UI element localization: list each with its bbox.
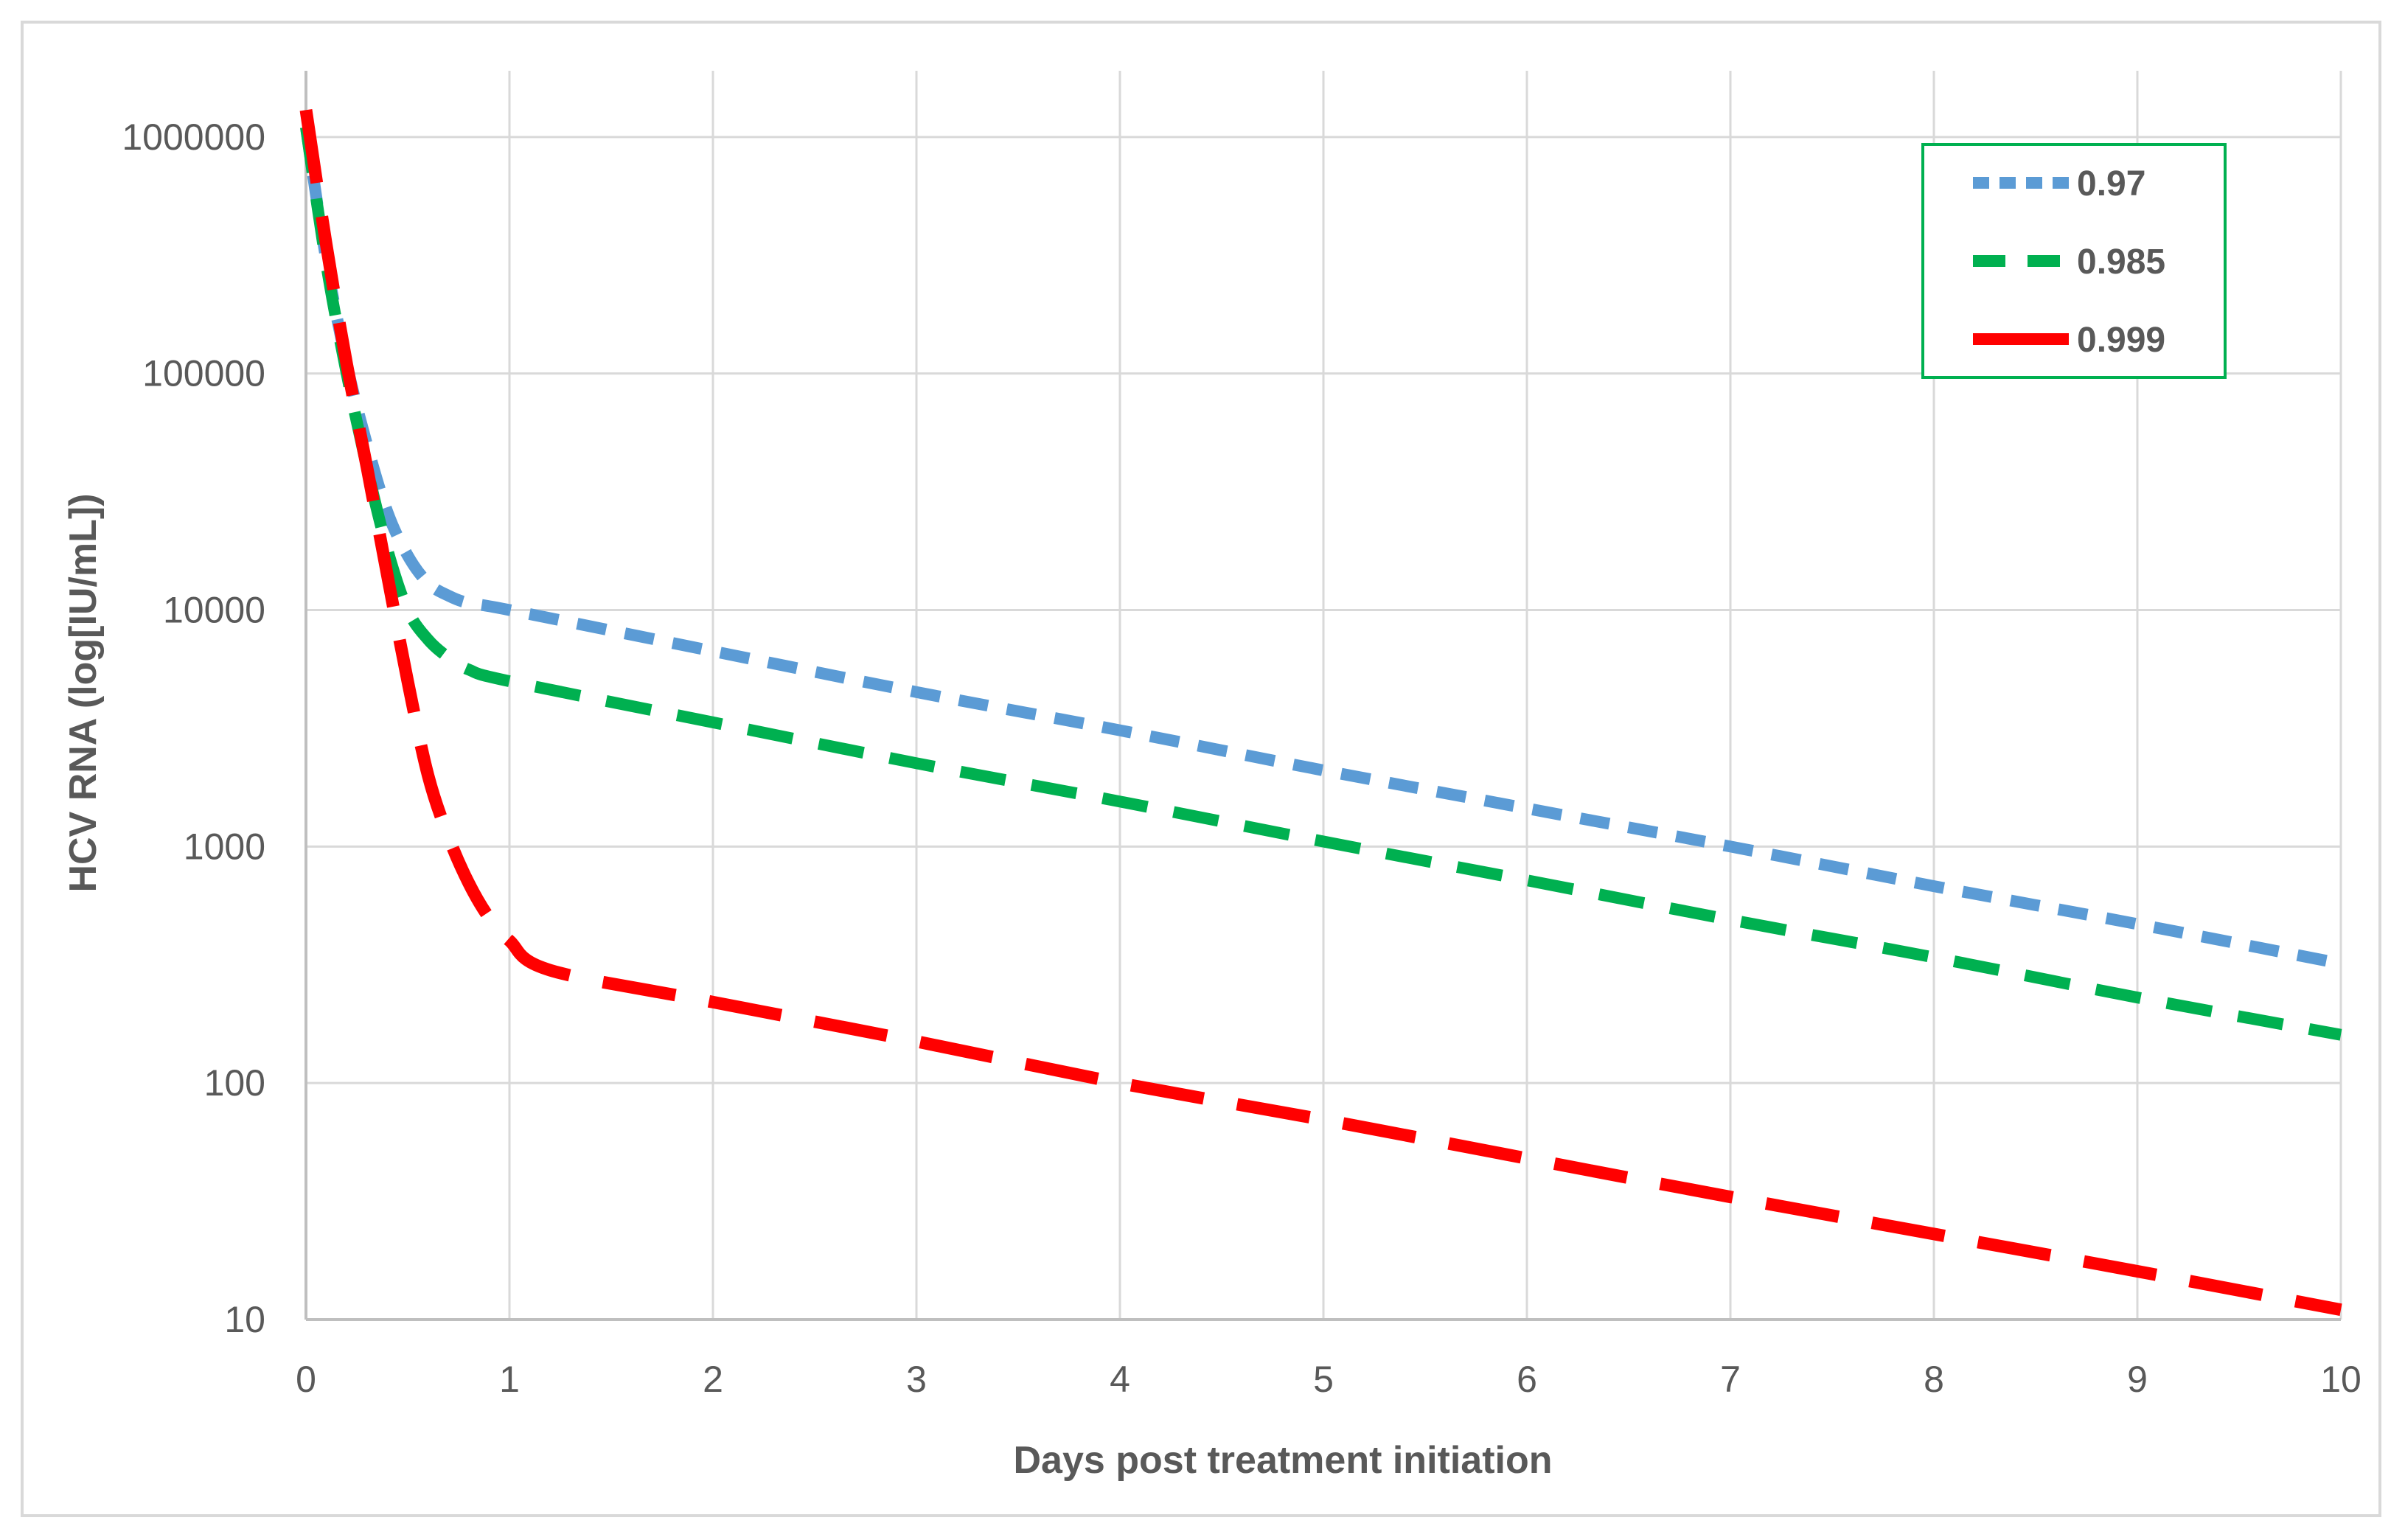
x-axis-title: Days post treatment initiation [1014, 1439, 1553, 1482]
y-tick-label: 100 [204, 1062, 265, 1104]
y-tick-label: 1000 [184, 826, 265, 867]
x-tick-label: 6 [1517, 1359, 1537, 1400]
x-tick-label: 0 [296, 1359, 316, 1400]
x-tick-label: 1 [499, 1359, 520, 1400]
series-group [299, 109, 2342, 1317]
y-axis-title: HCV RNA (log[IU/mL]) [62, 493, 105, 892]
series-line-0-985 [300, 126, 2342, 1041]
legend: 0.97 0.985 0.999 [1921, 143, 2227, 379]
legend-box [1921, 143, 2227, 379]
x-tick-label: 2 [703, 1359, 723, 1400]
x-tick-label: 10 [2320, 1359, 2362, 1400]
x-tick-label: 8 [1924, 1359, 1944, 1400]
x-tick-label: 3 [906, 1359, 927, 1400]
x-tick-labels: 0 1 2 3 4 5 6 7 8 9 10 [296, 1359, 2362, 1400]
legend-label: 0.97 [2077, 164, 2145, 203]
y-tick-labels: 10 100 1000 10000 100000 1000000 [122, 116, 265, 1340]
series-line-0-999 [299, 109, 2342, 1317]
y-tick-label: 10 [224, 1299, 265, 1340]
x-tick-label: 5 [1313, 1359, 1334, 1400]
x-tick-label: 4 [1110, 1359, 1130, 1400]
y-tick-label: 100000 [142, 353, 265, 394]
x-tick-label: 7 [1720, 1359, 1741, 1400]
y-tick-label: 10000 [163, 590, 265, 631]
axes [304, 71, 2341, 1321]
x-tick-label: 9 [2127, 1359, 2148, 1400]
legend-label: 0.985 [2077, 243, 2165, 282]
legend-label: 0.999 [2077, 321, 2165, 360]
y-tick-label: 1000000 [122, 116, 265, 158]
